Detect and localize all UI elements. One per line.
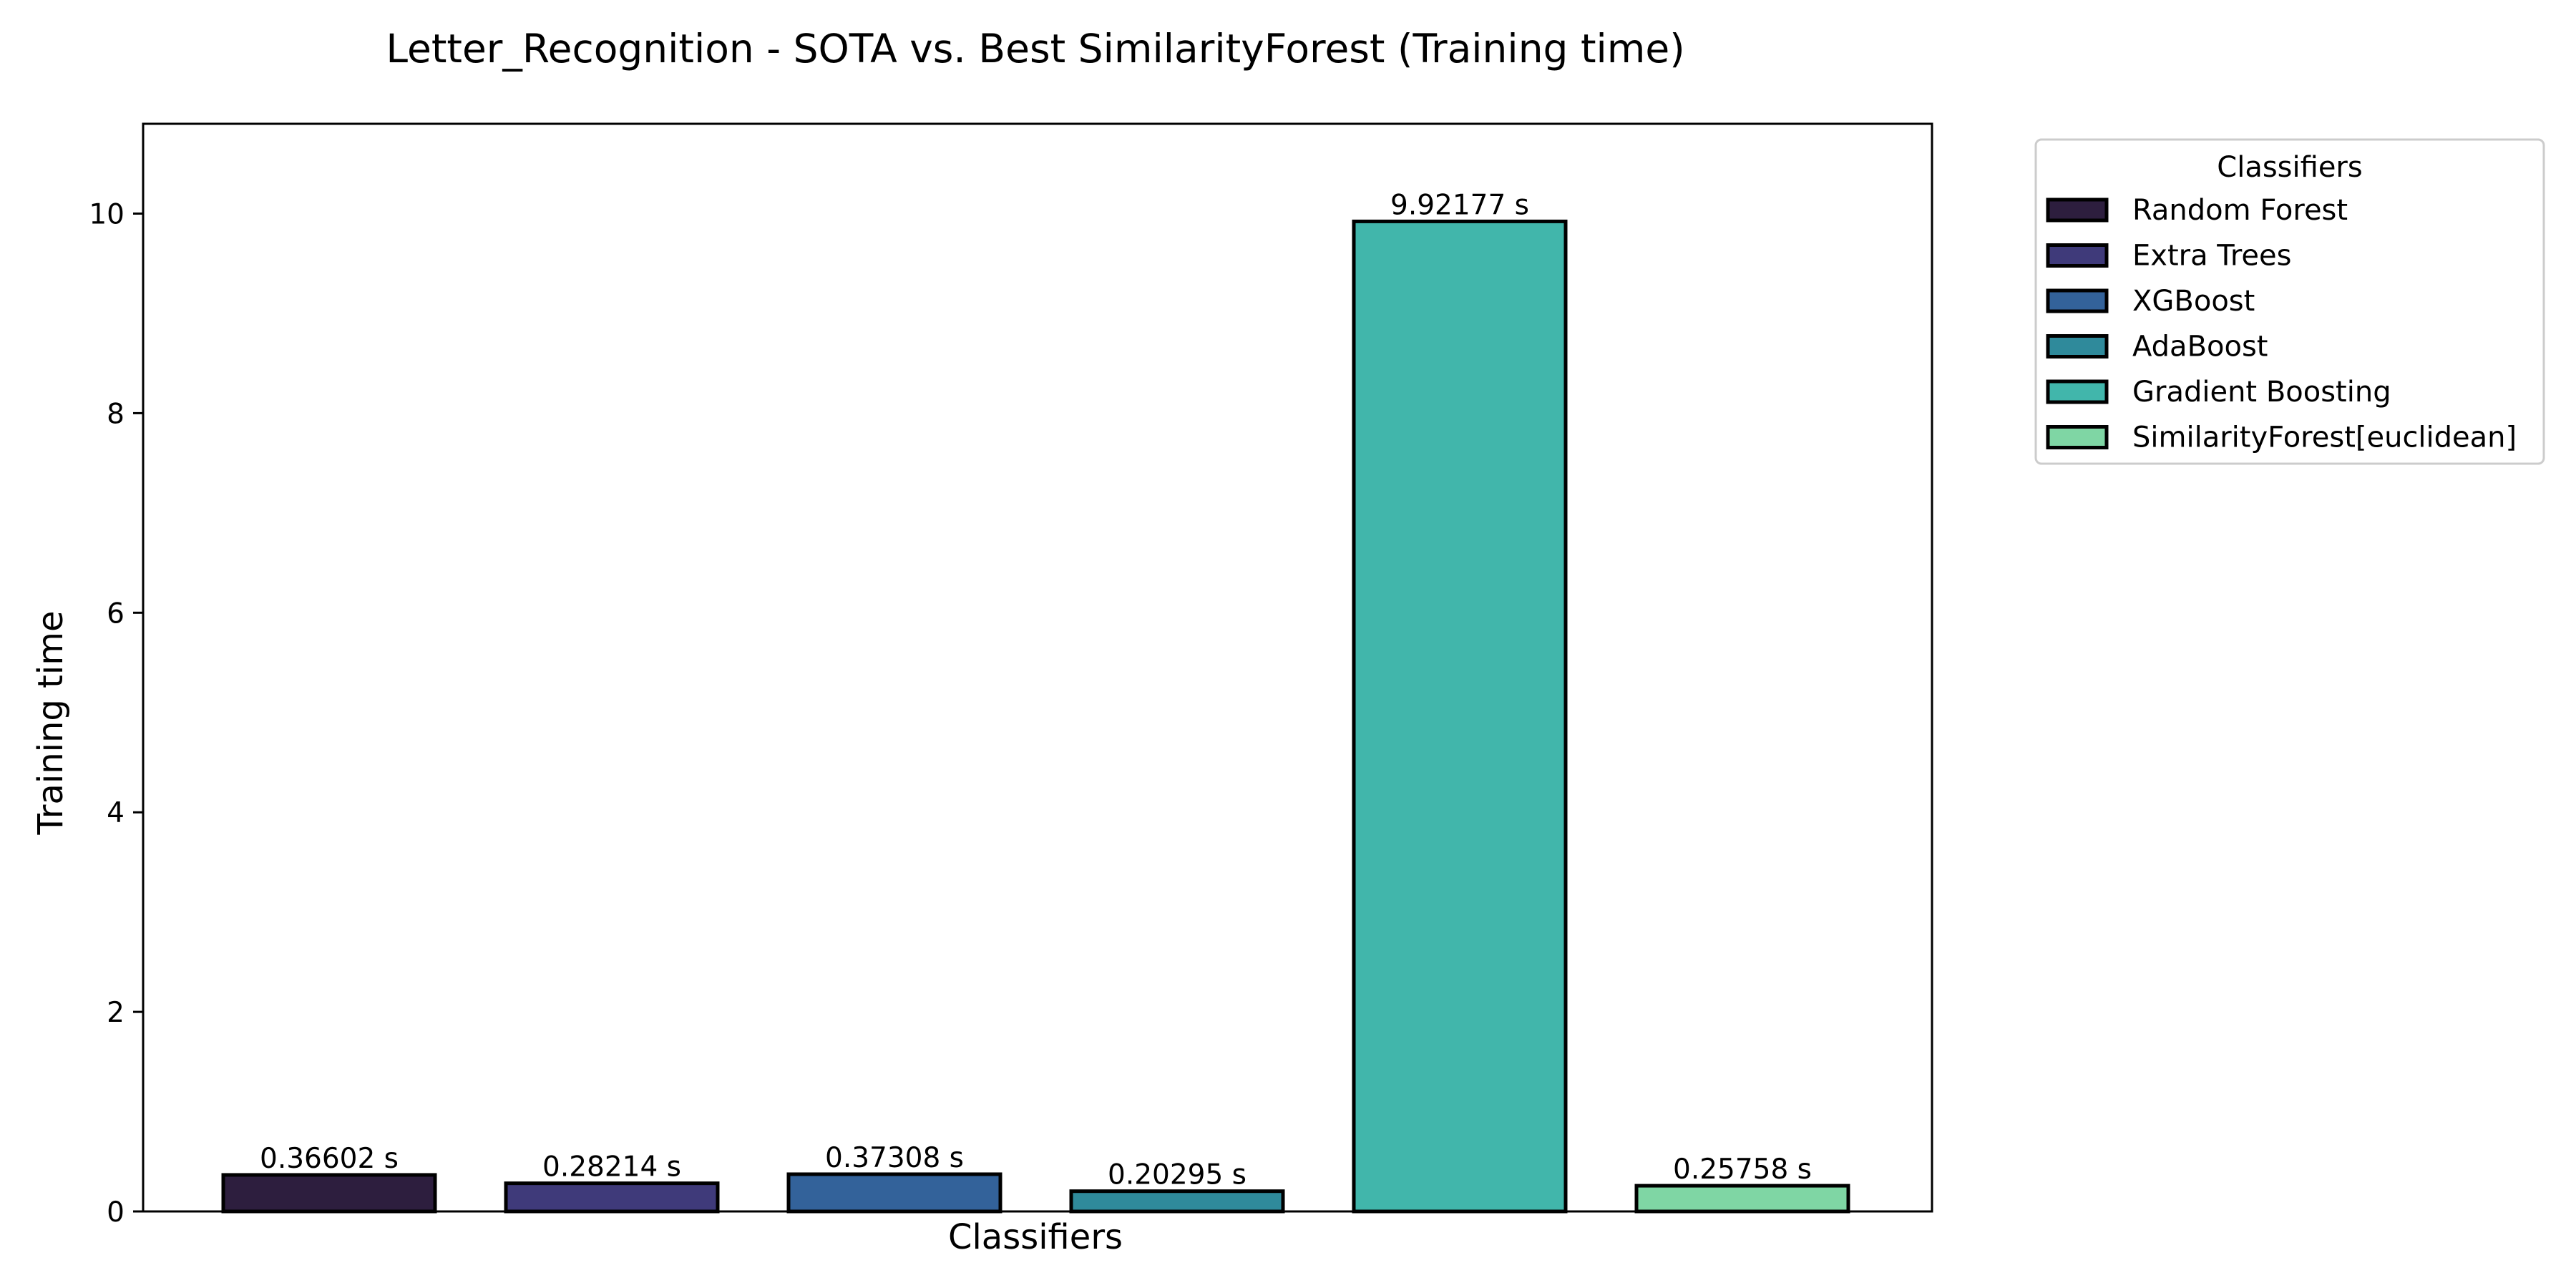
data-label-random-forest: 0.36602 s <box>260 1143 399 1175</box>
legend-label-gradient-boosting: Gradient Boosting <box>2132 376 2391 409</box>
legend: Classifiers Random Forest Extra Trees XGBo… <box>2034 138 2545 465</box>
legend-frame <box>2034 138 2545 465</box>
legend-title: Classifiers <box>2217 151 2362 184</box>
legend-label-similarityforest-euclidean: SimilarityForest[euclidean] <box>2132 421 2517 454</box>
data-label-gradient-boosting: 9.92177 s <box>1390 189 1529 221</box>
y-tick-label: 2 <box>107 997 125 1029</box>
bar-adaboost <box>1069 1189 1285 1214</box>
bar-random-forest <box>221 1173 437 1214</box>
legend-swatch-xgboost <box>2046 288 2109 313</box>
legend-label-extra-trees: Extra Trees <box>2132 240 2291 273</box>
legend-swatch-extra-trees <box>2046 243 2109 268</box>
plot-area: 0.36602 s 0.28214 s 0.37308 s 0.20295 s 9.92… <box>89 122 1933 1229</box>
bar-similarityforest-euclidean <box>1634 1184 1850 1214</box>
x-axis-label: Classifiers <box>948 1217 1123 1257</box>
y-tick-label: 10 <box>89 199 125 231</box>
bar-gradient-boosting <box>1352 219 1568 1214</box>
legend-label-xgboost: XGBoost <box>2132 285 2255 318</box>
legend-label-adaboost: AdaBoost <box>2132 331 2268 364</box>
legend-label-random-forest: Random Forest <box>2132 194 2348 227</box>
legend-swatch-similarityforest-euclidean <box>2046 425 2109 449</box>
data-label-xgboost: 0.37308 s <box>825 1142 964 1174</box>
legend-swatch-random-forest <box>2046 197 2109 223</box>
y-tick-label: 0 <box>107 1196 125 1229</box>
y-tick-label: 4 <box>107 797 125 829</box>
legend-swatch-gradient-boosting <box>2046 379 2109 404</box>
legend-swatch-adaboost <box>2046 334 2109 358</box>
y-axis-label: Training time <box>31 610 71 835</box>
data-labels-layer: 0.36602 s 0.28214 s 0.37308 s 0.20295 s 9.92… <box>260 189 1812 1191</box>
bar-extra-trees <box>504 1181 720 1214</box>
data-label-similarityforest-euclidean: 0.25758 s <box>1673 1153 1812 1186</box>
y-axis-ticks: 0 2 4 6 8 10 <box>89 199 143 1229</box>
data-label-extra-trees: 0.28214 s <box>542 1151 681 1184</box>
data-label-adaboost: 0.20295 s <box>1108 1159 1246 1191</box>
legend-entries: Random Forest Extra Trees XGBoost AdaBoost G… <box>2046 194 2517 454</box>
plot-frame <box>142 122 1933 1213</box>
bar-xgboost <box>786 1172 1002 1214</box>
y-tick-label: 6 <box>107 597 125 630</box>
chart-title: Letter_Recognition - SOTA vs. Best Simil… <box>386 26 1684 72</box>
y-tick-label: 8 <box>107 398 125 430</box>
